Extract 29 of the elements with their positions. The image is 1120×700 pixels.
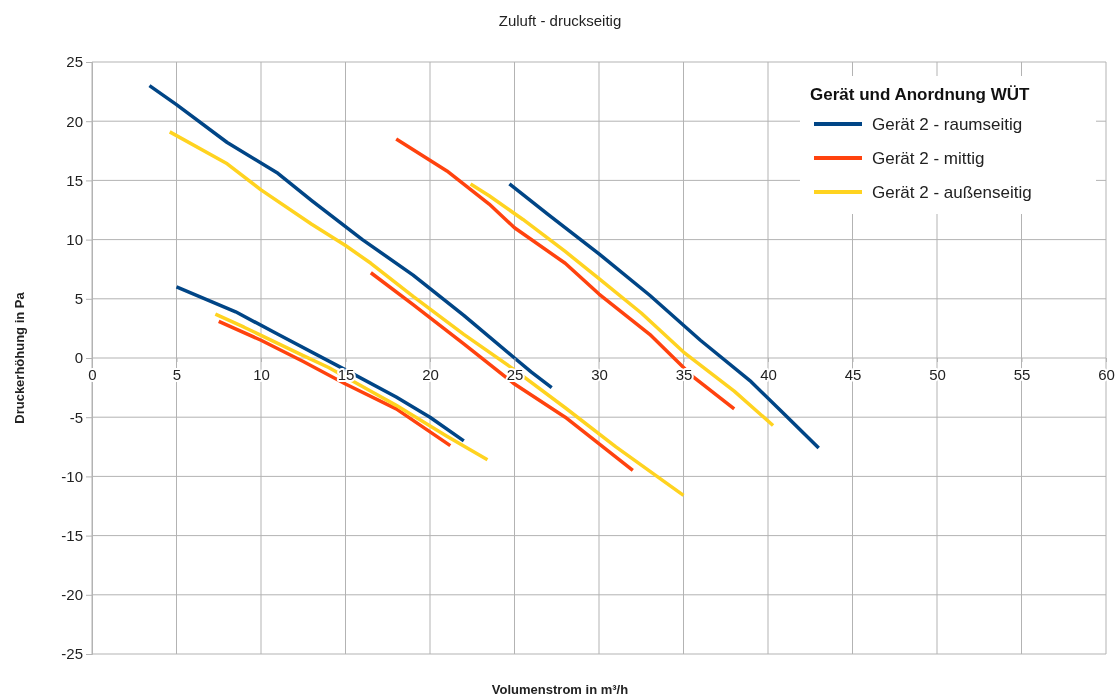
legend-label: Gerät 2 - außenseitig: [872, 183, 1032, 202]
legend-title: Gerät und Anordnung WÜT: [810, 85, 1031, 104]
y-tick-label: 10: [66, 230, 83, 248]
y-tick-label: -10: [61, 467, 83, 485]
x-axis-title: Volumenstrom in m³/h: [491, 682, 629, 697]
x-tick-label: 5: [172, 366, 182, 383]
legend-label: Gerät 2 - raumseitig: [872, 115, 1023, 134]
legend-label: Gerät 2 - mittig: [872, 149, 985, 168]
y-tick-label: -20: [61, 586, 83, 604]
x-tick-label: 0: [88, 366, 97, 383]
x-tick-label: 20: [422, 366, 439, 383]
x-tick-label: 30: [591, 366, 608, 383]
y-tick-label: -25: [61, 645, 83, 663]
y-tick-label: 25: [66, 53, 83, 71]
x-tick-label: 45: [844, 366, 862, 383]
x-tick-label: 60: [1098, 366, 1115, 383]
y-tick-label: 20: [66, 112, 83, 130]
y-tick-label: -15: [61, 526, 83, 544]
x-tick-label: 10: [253, 366, 270, 383]
x-tick-label: 55: [1013, 366, 1031, 383]
x-tick-label: 40: [760, 366, 777, 383]
x-tick-label: 50: [929, 366, 946, 383]
y-axis-title: Druckerhöhung in Pa: [12, 291, 27, 424]
y-tick-label: 0: [74, 349, 83, 367]
y-tick-label: 15: [66, 171, 83, 189]
y-tick-label: -5: [69, 408, 83, 426]
y-tick-label: 5: [74, 290, 83, 308]
chart-title: Zuluft - druckseitig: [498, 12, 622, 29]
x-tick-label: 35: [675, 366, 693, 383]
